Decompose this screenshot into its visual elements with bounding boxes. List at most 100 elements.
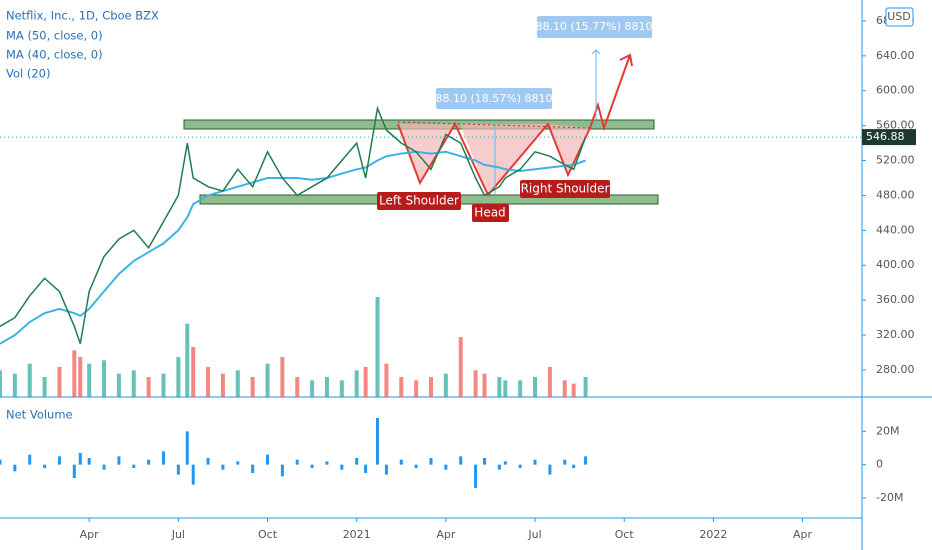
net-volume-bar bbox=[28, 454, 32, 465]
volume-bar bbox=[354, 370, 359, 397]
y-tick-label: 640.00 bbox=[876, 49, 915, 62]
y-tick-label: 400.00 bbox=[876, 258, 915, 271]
legend-entry: Net Volume bbox=[6, 408, 73, 422]
annotation: Right Shoulder bbox=[521, 182, 610, 196]
net-volume-bar bbox=[221, 464, 225, 470]
net-volume-bar bbox=[251, 464, 255, 473]
net-volume-bar bbox=[57, 456, 61, 465]
net-volume-bar bbox=[280, 464, 284, 477]
volume-bar bbox=[12, 373, 17, 397]
net-volume-bar bbox=[384, 464, 388, 475]
volume-bar bbox=[497, 377, 502, 397]
volume-bar bbox=[235, 370, 240, 397]
net-volume-bar bbox=[414, 464, 418, 468]
measure-arrow bbox=[591, 49, 601, 55]
net-volume-bar bbox=[185, 431, 189, 465]
net-volume-bar bbox=[375, 418, 379, 465]
volume-bar bbox=[482, 373, 487, 397]
volume-bar bbox=[42, 377, 47, 397]
net-volume-bar bbox=[518, 464, 522, 468]
net-volume-bar bbox=[295, 459, 299, 465]
net-volume-bar bbox=[0, 459, 2, 465]
volume-bar bbox=[176, 357, 181, 397]
volume-bar bbox=[87, 363, 92, 397]
volume-bar bbox=[57, 367, 62, 397]
volume-bar bbox=[146, 377, 151, 397]
volume-bar bbox=[429, 377, 433, 397]
annotation-box bbox=[472, 204, 509, 222]
plot: 680.00640.00600.00560.00520.00480.00440.… bbox=[0, 14, 916, 541]
x-tick-label: 2022 bbox=[699, 528, 727, 541]
x-tick-label: Jul bbox=[527, 528, 541, 541]
legend-entry: Vol (20) bbox=[6, 67, 50, 81]
net-volume-bar bbox=[429, 458, 433, 465]
y-tick-label: 480.00 bbox=[876, 188, 915, 201]
x-tick-label: Apr bbox=[793, 528, 813, 541]
volume-bar bbox=[131, 370, 136, 397]
x-tick-label: Oct bbox=[258, 528, 278, 541]
net-volume-bar bbox=[310, 464, 314, 468]
last-price-box bbox=[862, 129, 916, 146]
volume-bar bbox=[458, 337, 463, 397]
y-tick-label: 520.00 bbox=[876, 154, 915, 167]
net-volume-bar bbox=[503, 461, 507, 465]
net-volume-bar bbox=[399, 459, 403, 465]
net-volume-bar bbox=[497, 464, 501, 470]
net-volume-bar bbox=[548, 464, 552, 475]
volume-bar bbox=[116, 373, 121, 397]
x-tick-label: 2021 bbox=[343, 528, 371, 541]
legend-title: Netflix, Inc., 1D, Cboe BZX bbox=[6, 9, 159, 23]
y-tick-label: 600.00 bbox=[876, 84, 915, 97]
x-tick-label: Apr bbox=[80, 528, 100, 541]
net-volume-bar bbox=[364, 464, 368, 473]
net-volume-bar bbox=[147, 459, 151, 465]
legend-entry: MA (50, close, 0) bbox=[6, 29, 103, 43]
net-volume-bar bbox=[533, 459, 537, 465]
volume-bar bbox=[206, 367, 211, 397]
annotation: 88.10 (18.57%) 8810 bbox=[435, 92, 552, 105]
volume-bar bbox=[443, 373, 448, 397]
last-price-label: 546.88 bbox=[866, 130, 905, 143]
y-tick-label: 560.00 bbox=[876, 119, 915, 132]
volume-bar bbox=[583, 377, 588, 397]
net-volume-bar bbox=[176, 464, 180, 475]
volume-bar bbox=[310, 380, 315, 397]
volume-bar bbox=[102, 360, 107, 397]
net-volume-bar bbox=[483, 458, 487, 465]
net-volume-bar bbox=[78, 453, 82, 465]
annotation: Left Shoulder bbox=[379, 194, 459, 208]
volume-bar bbox=[265, 363, 270, 397]
annotation-box bbox=[377, 192, 461, 210]
net-volume-bar bbox=[563, 459, 567, 465]
net-volume-bar bbox=[236, 461, 240, 465]
volume-bar bbox=[547, 367, 552, 397]
volume-bar bbox=[562, 380, 567, 397]
net-volume-bar bbox=[117, 456, 121, 465]
shoulder-shade bbox=[548, 124, 590, 175]
volume-bar bbox=[518, 380, 523, 397]
net-volume-bar bbox=[206, 458, 210, 465]
volume-bar bbox=[399, 377, 404, 397]
price-line bbox=[0, 105, 587, 345]
volume-bar bbox=[571, 383, 576, 397]
net-volume-bar bbox=[191, 464, 195, 485]
x-tick-label: Apr bbox=[436, 528, 456, 541]
volume-bar bbox=[220, 373, 225, 397]
y2-tick-label: 0 bbox=[876, 458, 883, 471]
legend-entry: MA (40, close, 0) bbox=[6, 48, 103, 62]
volume-bar bbox=[324, 377, 329, 397]
volume-bar bbox=[185, 323, 190, 397]
volume-bar bbox=[0, 370, 2, 397]
annotation-box bbox=[436, 88, 552, 109]
annotation: Head bbox=[474, 206, 505, 220]
net-volume-bar bbox=[266, 454, 270, 465]
volume-bar bbox=[72, 350, 77, 397]
volume-bar bbox=[533, 377, 538, 397]
y-tick-label: 360.00 bbox=[876, 293, 915, 306]
annotation-box bbox=[537, 16, 652, 38]
head-shade bbox=[460, 124, 548, 195]
volume-bar bbox=[363, 367, 368, 397]
volume-bar bbox=[295, 377, 300, 397]
